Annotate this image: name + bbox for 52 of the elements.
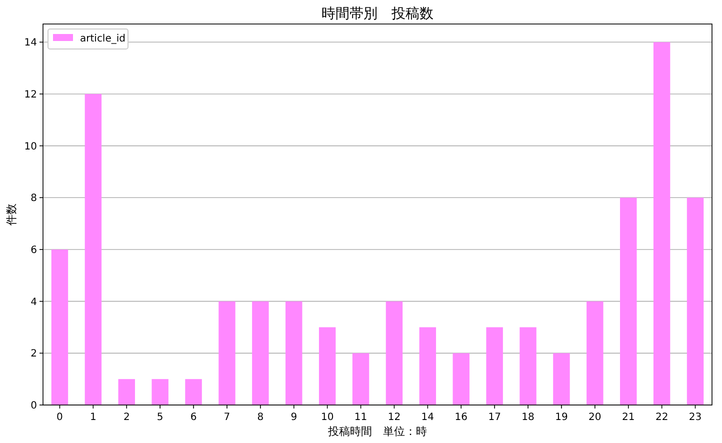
bar bbox=[185, 379, 202, 405]
x-tick-label: 2 bbox=[123, 412, 130, 423]
y-tick-label: 12 bbox=[24, 89, 37, 100]
x-tick-label: 17 bbox=[488, 412, 501, 423]
bar bbox=[486, 327, 503, 405]
x-tick-label: 1 bbox=[90, 412, 96, 423]
y-tick-label: 4 bbox=[30, 296, 37, 308]
y-tick-label: 2 bbox=[30, 348, 37, 360]
bar bbox=[686, 198, 704, 405]
chart-title: 時間帯別 投稿数 bbox=[322, 6, 434, 22]
x-tick-label: 10 bbox=[320, 412, 334, 423]
bar bbox=[286, 301, 302, 405]
x-tick-label: 20 bbox=[588, 412, 602, 423]
x-tick-label: 5 bbox=[156, 412, 164, 423]
bar bbox=[620, 198, 637, 405]
bar bbox=[452, 353, 470, 405]
bar bbox=[352, 353, 370, 405]
x-tick-label: 22 bbox=[655, 412, 668, 423]
x-tick-label: 12 bbox=[388, 412, 401, 423]
x-tick-label: 9 bbox=[290, 412, 298, 423]
x-tick-label: 7 bbox=[224, 412, 230, 423]
x-tick-label: 8 bbox=[257, 412, 264, 423]
legend-label: article_id bbox=[80, 34, 126, 44]
y-tick-label: 6 bbox=[30, 244, 37, 256]
y-tick-label: 8 bbox=[30, 193, 37, 204]
bar bbox=[553, 353, 570, 405]
x-tick-label: 21 bbox=[622, 412, 635, 423]
x-tick-label: 6 bbox=[190, 412, 197, 423]
bar bbox=[386, 301, 403, 405]
bar bbox=[586, 301, 604, 405]
y-tick-label: 14 bbox=[24, 38, 37, 49]
bar bbox=[252, 301, 269, 405]
x-tick-label: 19 bbox=[555, 412, 568, 423]
bar bbox=[218, 301, 236, 405]
x-tick-label: 16 bbox=[454, 412, 468, 423]
y-tick-label: 10 bbox=[24, 141, 37, 152]
bar bbox=[152, 379, 168, 405]
bar bbox=[520, 327, 536, 405]
x-tick-label: 23 bbox=[688, 412, 702, 423]
y-axis-title: 件数 bbox=[5, 204, 18, 226]
y-tick-label: 0 bbox=[30, 400, 37, 412]
bar bbox=[653, 42, 670, 405]
bar bbox=[318, 327, 336, 405]
bar bbox=[51, 249, 68, 405]
x-tick-label: 0 bbox=[56, 412, 63, 423]
x-tick-label: 11 bbox=[354, 412, 368, 423]
x-axis-title: 投稿時間 単位：時 bbox=[327, 425, 427, 438]
bar bbox=[84, 94, 102, 405]
x-tick-label: 18 bbox=[522, 412, 534, 423]
x-tick-label: 14 bbox=[421, 412, 434, 423]
bar bbox=[118, 379, 135, 405]
bar bbox=[419, 327, 436, 405]
